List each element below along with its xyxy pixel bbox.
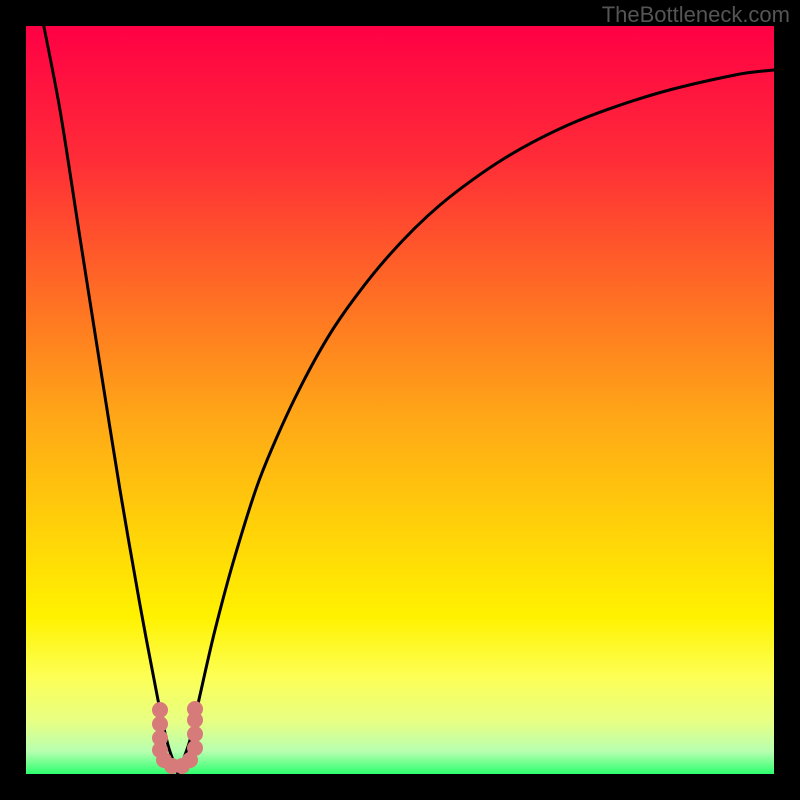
curve-marker [187,726,203,742]
chart-curves-svg [0,0,800,800]
marker-cluster [152,701,203,774]
curve-marker [152,716,168,732]
curve-marker [152,702,168,718]
bottleneck-curve [41,12,774,774]
curve-marker [187,740,203,756]
chart-container: TheBottleneck.com [0,0,800,800]
watermark-text: TheBottleneck.com [602,2,790,28]
curve-marker [187,701,203,717]
